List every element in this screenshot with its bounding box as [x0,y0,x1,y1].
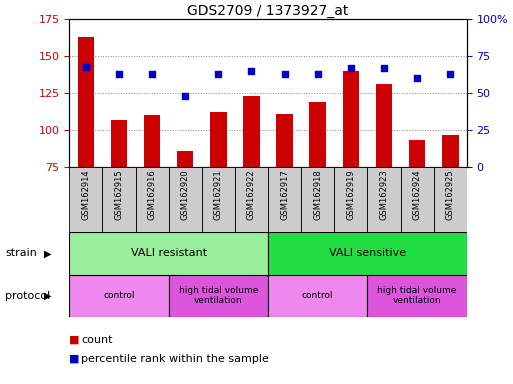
Bar [177,151,193,167]
Text: VALI resistant: VALI resistant [131,248,207,258]
Text: ▶: ▶ [44,291,51,301]
Title: GDS2709 / 1373927_at: GDS2709 / 1373927_at [187,4,349,18]
Bar [268,232,467,275]
Point [347,65,355,71]
Bar [77,37,94,167]
Bar [69,275,169,317]
Bar [401,167,433,232]
Text: GSM162920: GSM162920 [181,169,190,220]
Text: high tidal volume
ventilation: high tidal volume ventilation [179,286,258,305]
Text: GSM162925: GSM162925 [446,169,455,220]
Text: GSM162915: GSM162915 [114,169,124,220]
Bar [268,275,367,317]
Text: control: control [302,291,333,300]
Bar [343,71,359,167]
Text: GSM162921: GSM162921 [214,169,223,220]
Bar [268,167,301,232]
Bar [111,120,127,167]
Text: protocol: protocol [5,291,50,301]
Text: GSM162918: GSM162918 [313,169,322,220]
Bar [135,167,169,232]
Bar [367,167,401,232]
Bar [277,114,293,167]
Point [82,63,90,70]
Point [413,75,421,81]
Text: ▶: ▶ [44,248,51,258]
Bar [144,115,161,167]
Point [313,71,322,77]
Point [247,68,255,74]
Bar [409,141,425,167]
Bar [69,167,103,232]
Bar [309,102,326,167]
Text: strain: strain [5,248,37,258]
Bar [376,84,392,167]
Bar [202,167,235,232]
Point [181,93,189,99]
Text: ■: ■ [69,354,80,364]
Text: ■: ■ [69,335,80,345]
Point [446,71,455,77]
Text: GSM162924: GSM162924 [412,169,422,220]
Point [281,71,289,77]
Text: GSM162919: GSM162919 [346,169,356,220]
Bar [243,96,260,167]
Text: GSM162916: GSM162916 [148,169,156,220]
Bar [442,134,459,167]
Bar [69,232,268,275]
Text: GSM162922: GSM162922 [247,169,256,220]
Point [380,65,388,71]
Text: high tidal volume
ventilation: high tidal volume ventilation [378,286,457,305]
Point [214,71,223,77]
Text: VALI sensitive: VALI sensitive [329,248,406,258]
Bar [103,167,135,232]
Bar [235,167,268,232]
Bar [334,167,367,232]
Text: GSM162914: GSM162914 [82,169,90,220]
Point [148,71,156,77]
Bar [169,275,268,317]
Text: GSM162917: GSM162917 [280,169,289,220]
Text: percentile rank within the sample: percentile rank within the sample [81,354,269,364]
Bar [169,167,202,232]
Point [115,71,123,77]
Text: count: count [81,335,112,345]
Bar [367,275,467,317]
Text: control: control [103,291,135,300]
Bar [301,167,334,232]
Bar [433,167,467,232]
Text: GSM162923: GSM162923 [380,169,388,220]
Bar [210,113,227,167]
